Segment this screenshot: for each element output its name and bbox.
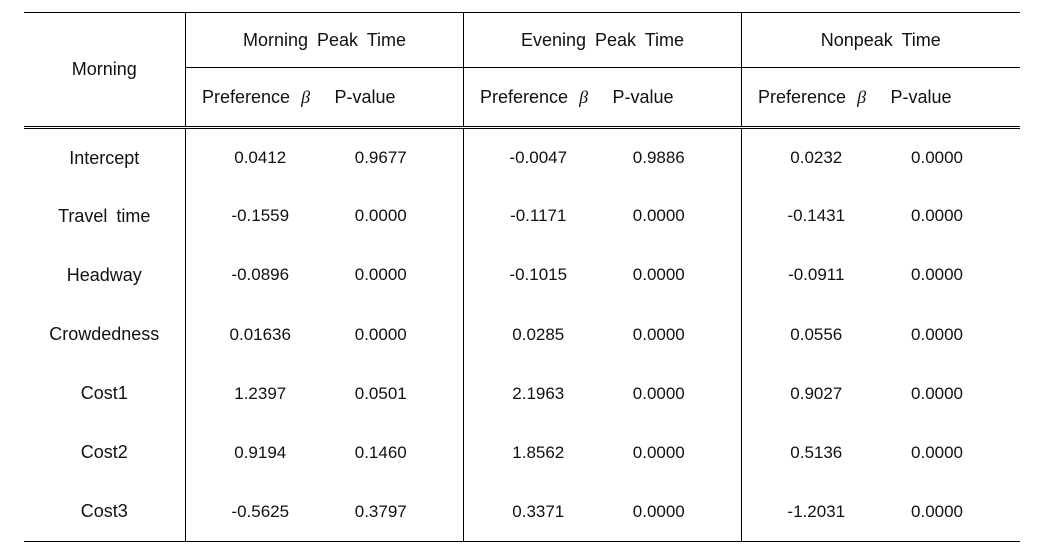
cell: 0.0000 xyxy=(603,305,742,364)
cell: 0.9194 xyxy=(186,423,325,482)
subhead-0-pvalue: P-value xyxy=(325,68,464,128)
cell: 0.0000 xyxy=(325,246,464,305)
cell: -0.0896 xyxy=(186,246,325,305)
cell: 0.0000 xyxy=(881,128,1020,187)
group-header-0: Morning Peak Time xyxy=(186,13,464,68)
cell: 0.9677 xyxy=(325,128,464,187)
cell: 0.0000 xyxy=(603,187,742,246)
cell: 0.01636 xyxy=(186,305,325,364)
subhead-label: Preference xyxy=(202,87,290,107)
subhead-label: Preference xyxy=(480,87,568,107)
cell: 0.0000 xyxy=(603,246,742,305)
cell: -0.1015 xyxy=(464,246,603,305)
cell: -0.1431 xyxy=(742,187,881,246)
cell: -1.2031 xyxy=(742,482,881,541)
cell: 0.0000 xyxy=(881,187,1020,246)
row-label: Intercept xyxy=(24,128,186,187)
row-label: Travel time xyxy=(24,187,186,246)
cell: 1.8562 xyxy=(464,423,603,482)
table-row: Cost1 1.2397 0.0501 2.1963 0.0000 0.9027… xyxy=(24,364,1020,423)
cell: 0.0000 xyxy=(325,305,464,364)
cell: -0.5625 xyxy=(186,482,325,541)
beta-symbol: β xyxy=(577,87,588,107)
subhead-2-preference: Preference β xyxy=(742,68,881,128)
table-row: Headway -0.0896 0.0000 -0.1015 0.0000 -0… xyxy=(24,246,1020,305)
cell: -0.1559 xyxy=(186,187,325,246)
cell: 0.0501 xyxy=(325,364,464,423)
row-label: Cost3 xyxy=(24,482,186,541)
cell: 0.0412 xyxy=(186,128,325,187)
cell: 0.0285 xyxy=(464,305,603,364)
cell: -0.0047 xyxy=(464,128,603,187)
subhead-1-pvalue: P-value xyxy=(603,68,742,128)
subhead-label: Preference xyxy=(758,87,846,107)
group-header-2: Nonpeak Time xyxy=(742,13,1020,68)
cell: 0.5136 xyxy=(742,423,881,482)
corner-label: Morning xyxy=(24,13,186,128)
subhead-2-pvalue: P-value xyxy=(881,68,1020,128)
subhead-1-preference: Preference β xyxy=(464,68,603,128)
cell: -0.1171 xyxy=(464,187,603,246)
table-row: Cost3 -0.5625 0.3797 0.3371 0.0000 -1.20… xyxy=(24,482,1020,541)
stats-table: Morning Morning Peak Time Evening Peak T… xyxy=(24,12,1020,542)
table-row: Crowdedness 0.01636 0.0000 0.0285 0.0000… xyxy=(24,305,1020,364)
cell: 0.9886 xyxy=(603,128,742,187)
cell: 0.1460 xyxy=(325,423,464,482)
cell: 0.0556 xyxy=(742,305,881,364)
cell: 0.0000 xyxy=(881,305,1020,364)
cell: 1.2397 xyxy=(186,364,325,423)
cell: 0.0000 xyxy=(881,246,1020,305)
cell: 0.3371 xyxy=(464,482,603,541)
cell: 0.0000 xyxy=(603,423,742,482)
beta-symbol: β xyxy=(855,87,866,107)
row-label: Cost2 xyxy=(24,423,186,482)
header-row-groups: Morning Morning Peak Time Evening Peak T… xyxy=(24,13,1020,68)
row-label: Cost1 xyxy=(24,364,186,423)
row-label: Crowdedness xyxy=(24,305,186,364)
subhead-0-preference: Preference β xyxy=(186,68,325,128)
group-header-1: Evening Peak Time xyxy=(464,13,742,68)
cell: 0.9027 xyxy=(742,364,881,423)
cell: 0.0000 xyxy=(881,423,1020,482)
cell: 0.0232 xyxy=(742,128,881,187)
row-label: Headway xyxy=(24,246,186,305)
table-row: Intercept 0.0412 0.9677 -0.0047 0.9886 0… xyxy=(24,128,1020,187)
beta-symbol: β xyxy=(299,87,310,107)
cell: 2.1963 xyxy=(464,364,603,423)
cell: 0.0000 xyxy=(603,482,742,541)
table-row: Cost2 0.9194 0.1460 1.8562 0.0000 0.5136… xyxy=(24,423,1020,482)
cell: 0.0000 xyxy=(881,364,1020,423)
cell: 0.0000 xyxy=(325,187,464,246)
cell: -0.0911 xyxy=(742,246,881,305)
cell: 0.3797 xyxy=(325,482,464,541)
cell: 0.0000 xyxy=(603,364,742,423)
table-row: Travel time -0.1559 0.0000 -0.1171 0.000… xyxy=(24,187,1020,246)
cell: 0.0000 xyxy=(881,482,1020,541)
